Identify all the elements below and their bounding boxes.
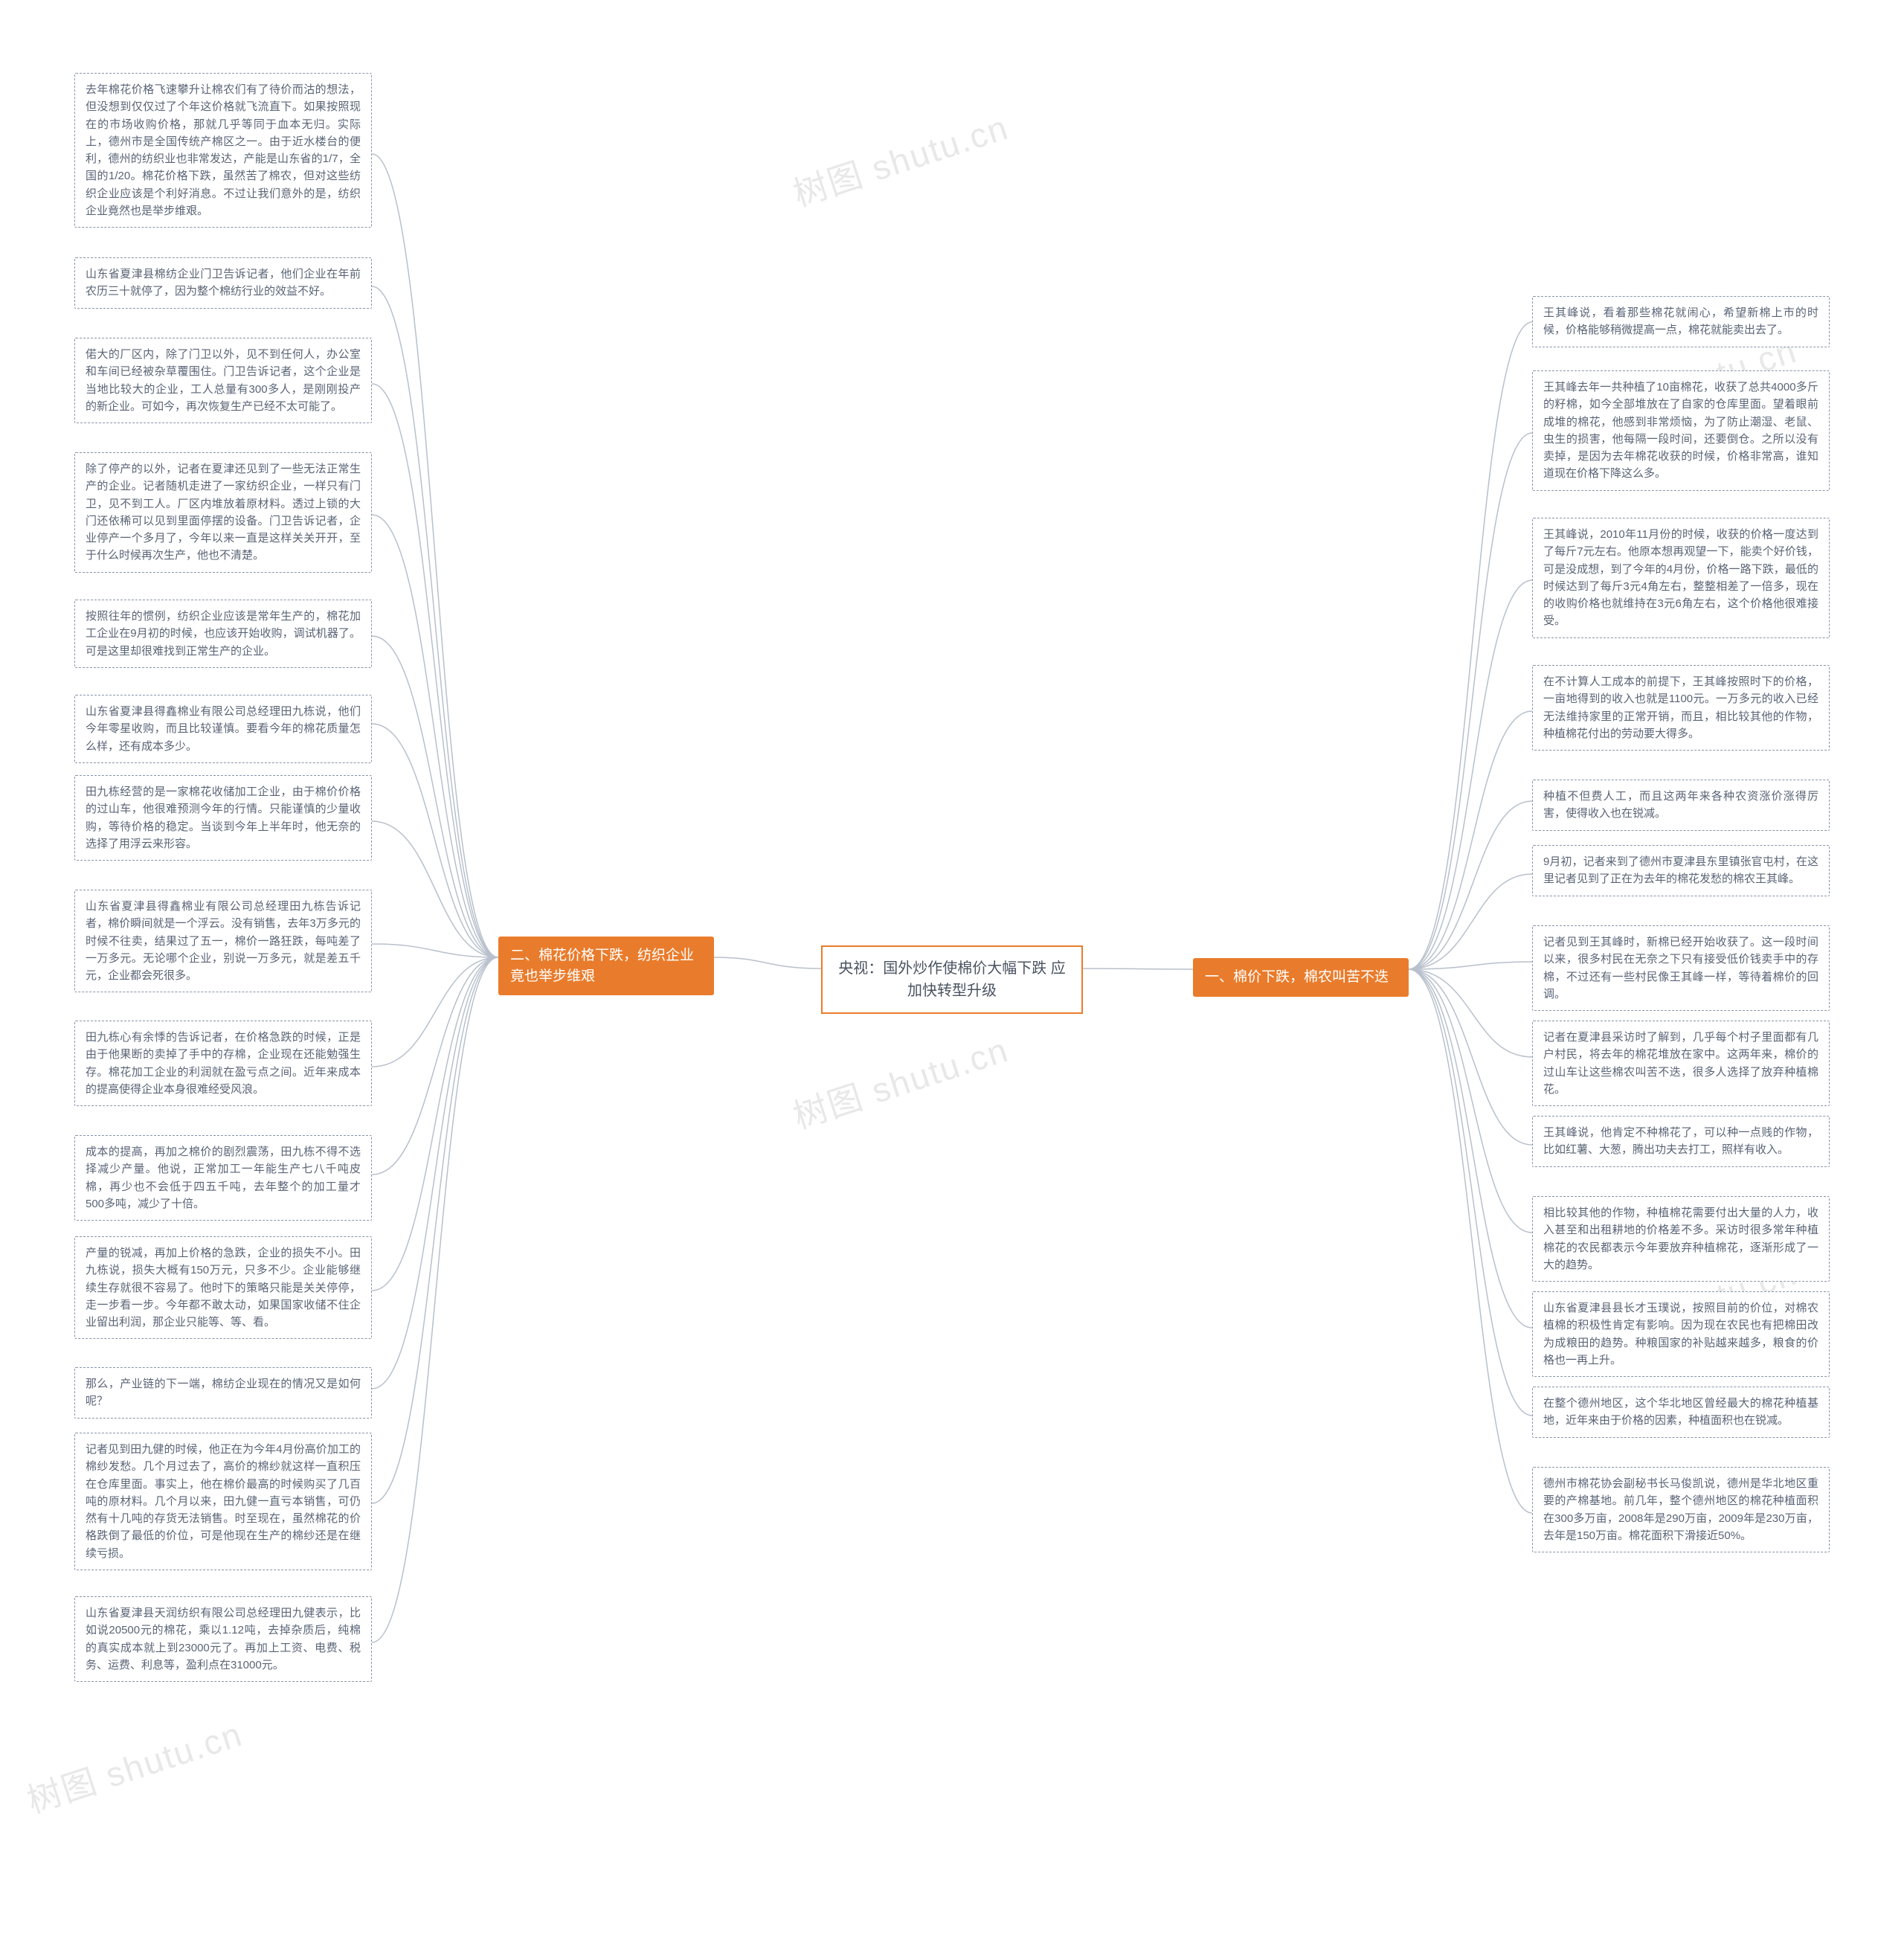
leaf-node[interactable]: 在整个德州地区，这个华北地区曾经最大的棉花种植基地，近年来由于价格的因素，种植面… bbox=[1532, 1387, 1830, 1438]
leaf-node[interactable]: 除了停产的以外，记者在夏津还见到了一些无法正常生产的企业。记者随机走进了一家纺织… bbox=[74, 452, 372, 573]
leaf-node[interactable]: 山东省夏津县县长才玉璞说，按照目前的价位，对棉农植棉的积极性肯定有影响。因为现在… bbox=[1532, 1291, 1830, 1377]
leaf-node[interactable]: 王其峰说，他肯定不种棉花了，可以种一点贱的作物，比如红薯、大葱，腾出功夫去打工，… bbox=[1532, 1116, 1830, 1167]
leaf-node[interactable]: 记者见到王其峰时，新棉已经开始收获了。这一段时间以来，很多村民在无奈之下只有接受… bbox=[1532, 925, 1830, 1011]
branch-right[interactable]: 一、棉价下跌，棉农叫苦不迭 bbox=[1193, 958, 1409, 997]
leaf-node[interactable]: 山东省夏津县得鑫棉业有限公司总经理田九栋说，他们今年零星收购，而且比较谨慎。要看… bbox=[74, 695, 372, 763]
watermark: 树图 shutu.cn bbox=[794, 1930, 1021, 1937]
leaf-node[interactable]: 种植不但费人工，而且这两年来各种农资涨价涨得厉害，使得收入也在锐减。 bbox=[1532, 780, 1830, 831]
watermark: 树图 shutu.cn bbox=[20, 1707, 248, 1823]
leaf-node[interactable]: 山东省夏津县棉纺企业门卫告诉记者，他们企业在年前农历三十就停了，因为整个棉纺行业… bbox=[74, 257, 372, 309]
leaf-node[interactable]: 9月初，记者来到了德州市夏津县东里镇张官屯村，在这里记者见到了正在为去年的棉花发… bbox=[1532, 845, 1830, 896]
leaf-node[interactable]: 去年棉花价格飞速攀升让棉农们有了待价而沽的想法，但没想到仅仅过了个年这价格就飞流… bbox=[74, 73, 372, 228]
leaf-node[interactable]: 王其峰说，2010年11月份的时候，收获的价格一度达到了每斤7元左右。他原本想再… bbox=[1532, 518, 1830, 638]
branch-left[interactable]: 二、棉花价格下跌，纺织企业竟也举步维艰 bbox=[498, 937, 714, 995]
leaf-node[interactable]: 偌大的厂区内，除了门卫以外，见不到任何人，办公室和车间已经被杂草覆围住。门卫告诉… bbox=[74, 338, 372, 423]
leaf-node[interactable]: 王其峰去年一共种植了10亩棉花，收获了总共4000多斤的籽棉，如今全部堆放在了自… bbox=[1532, 370, 1830, 491]
leaf-node[interactable]: 产量的锐减，再加上价格的急跌，企业的损失不小。田九栋说，损失大概有150万元，只… bbox=[74, 1236, 372, 1339]
watermark: 树图 shutu.cn bbox=[786, 100, 1014, 216]
central-topic[interactable]: 央视：国外炒作使棉价大幅下跌 应加快转型升级 bbox=[821, 945, 1083, 1014]
leaf-node[interactable]: 相比较其他的作物，种植棉花需要付出大量的人力，收入甚至和出租耕地的价格差不多。采… bbox=[1532, 1196, 1830, 1282]
leaf-node[interactable]: 记者见到田九健的时候，他正在为今年4月份高价加工的棉纱发愁。几个月过去了，高价的… bbox=[74, 1433, 372, 1570]
leaf-node[interactable]: 田九栋心有余悸的告诉记者，在价格急跌的时候，正是由于他果断的卖掉了手中的存棉，企… bbox=[74, 1021, 372, 1106]
watermark: 树图 shutu.cn bbox=[786, 1023, 1014, 1139]
leaf-node[interactable]: 山东省夏津县天润纺织有限公司总经理田九健表示，比如说20500元的棉花，乘以1.… bbox=[74, 1596, 372, 1682]
leaf-node[interactable]: 成本的提高，再加之棉价的剧烈震荡，田九栋不得不选择减少产量。他说，正常加工一年能… bbox=[74, 1135, 372, 1221]
leaf-node[interactable]: 按照往年的惯例，纺织企业应该是常年生产的，棉花加工企业在9月初的时候，也应该开始… bbox=[74, 600, 372, 668]
leaf-node[interactable]: 记者在夏津县采访时了解到，几乎每个村子里面都有几户村民，将去年的棉花堆放在家中。… bbox=[1532, 1021, 1830, 1106]
leaf-node[interactable]: 德州市棉花协会副秘书长马俊凯说，德州是华北地区重要的产棉基地。前几年，整个德州地… bbox=[1532, 1467, 1830, 1552]
leaf-node[interactable]: 那么，产业链的下一端，棉纺企业现在的情况又是如何呢？ bbox=[74, 1367, 372, 1419]
leaf-node[interactable]: 在不计算人工成本的前提下，王其峰按照时下的价格，一亩地得到的收入也就是1100元… bbox=[1532, 665, 1830, 751]
leaf-node[interactable]: 王其峰说，看着那些棉花就闹心，希望新棉上市的时候，价格能够稍微提高一点，棉花就能… bbox=[1532, 296, 1830, 347]
leaf-node[interactable]: 田九栋经营的是一家棉花收储加工企业，由于棉价价格的过山车，他很难预测今年的行情。… bbox=[74, 775, 372, 861]
leaf-node[interactable]: 山东省夏津县得鑫棉业有限公司总经理田九栋告诉记者，棉价瞬间就是一个浮云。没有销售… bbox=[74, 890, 372, 992]
